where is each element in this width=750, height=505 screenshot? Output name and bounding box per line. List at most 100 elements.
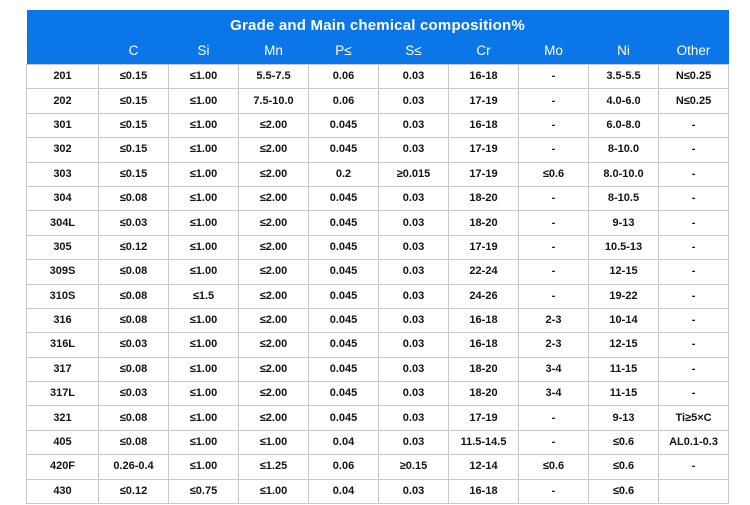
value-cell: ≤1.00 [168, 161, 239, 187]
value-cell: 2-3 [518, 332, 589, 358]
value-cell: 0.03 [378, 283, 449, 309]
value-cell: Ti≥5×C [657, 405, 730, 431]
value-cell: 7.5-10.0 [238, 88, 309, 114]
value-cell: 0.03 [378, 332, 449, 358]
grade-cell: 201 [26, 63, 99, 90]
column-header: Si [168, 40, 239, 65]
value-cell: 0.26-0.4 [98, 454, 169, 480]
value-cell: 18-20 [448, 185, 519, 212]
grade-cell: 309S [26, 259, 99, 285]
value-cell: - [657, 161, 730, 187]
value-cell: ≤1.00 [168, 405, 239, 431]
value-cell: 2-3 [518, 307, 589, 334]
value-cell: ≤1.25 [238, 454, 309, 480]
grade-cell: 317 [26, 356, 99, 383]
value-cell: 6.0-8.0 [588, 112, 659, 139]
value-cell: 24-26 [448, 283, 519, 309]
value-cell: 0.045 [308, 381, 379, 407]
value-cell: ≤1.00 [168, 63, 239, 90]
value-cell: - [657, 185, 730, 212]
table-row: 302 ≤0.15 ≤1.00 ≤2.00 0.045 0.03 17-19-8-10.0- [26, 137, 730, 163]
value-cell: - [518, 283, 589, 309]
value-cell: ≤0.6 [588, 454, 659, 480]
value-cell: 8-10.5 [588, 185, 659, 212]
grade-cell: 303 [26, 161, 99, 187]
grade-cell: 430 [26, 478, 99, 505]
value-cell: 0.045 [308, 259, 379, 285]
column-header: C [98, 40, 169, 65]
value-cell [657, 478, 730, 505]
value-cell: 17-19 [448, 405, 519, 431]
table-body: 201 ≤0.15 ≤1.00 5.5-7.5 0.06 0.03 16-18-3.5-5.… [26, 63, 730, 505]
value-cell: - [518, 185, 589, 212]
value-cell: ≤0.6 [518, 161, 589, 187]
value-cell: ≤0.08 [98, 405, 169, 431]
table-title: Grade and Main chemical composition% [26, 10, 729, 40]
composition-table: Grade and Main chemical composition% C Si… [26, 10, 730, 505]
value-cell: ≤0.03 [98, 210, 169, 236]
grade-cell: 202 [26, 88, 99, 114]
value-cell: 0.045 [308, 137, 379, 163]
value-cell: ≤2.00 [238, 112, 309, 139]
value-cell: ≥0.015 [378, 161, 449, 187]
value-cell: ≤2.00 [238, 332, 309, 358]
value-cell: 0.04 [308, 478, 379, 505]
value-cell: 10.5-13 [588, 234, 659, 261]
value-cell: 0.04 [308, 429, 379, 456]
value-cell: ≤2.00 [238, 356, 309, 383]
grade-cell: 301 [26, 112, 99, 139]
column-header: S≤ [378, 40, 449, 65]
value-cell: ≤0.08 [98, 259, 169, 285]
value-cell: ≤0.08 [98, 356, 169, 383]
value-cell: ≤0.03 [98, 381, 169, 407]
value-cell: ≤2.00 [238, 405, 309, 431]
table-row: 309S ≤0.08 ≤1.00 ≤2.00 0.045 0.03 22-24-12-15- [26, 259, 730, 285]
table-row: 202 ≤0.15 ≤1.00 7.5-10.0 0.06 0.03 17-19-4.0-6… [26, 88, 730, 114]
grade-cell: 317L [26, 381, 99, 407]
value-cell: - [518, 112, 589, 139]
grade-cell: 420F [26, 454, 99, 480]
value-cell: 0.045 [308, 332, 379, 358]
value-cell: 22-24 [448, 259, 519, 285]
value-cell: 0.03 [378, 137, 449, 163]
table-row: 317 ≤0.08 ≤1.00 ≤2.00 0.045 0.03 18-20 3-4 11-15… [26, 356, 730, 383]
value-cell: - [518, 88, 589, 114]
value-cell: ≤0.12 [98, 234, 169, 261]
column-header: Other [658, 40, 729, 65]
value-cell: 17-19 [448, 137, 519, 163]
value-cell: 12-15 [588, 332, 659, 358]
value-cell: ≤2.00 [238, 259, 309, 285]
value-cell: ≤1.00 [168, 234, 239, 261]
value-cell: 3-4 [518, 356, 589, 383]
value-cell: 0.03 [378, 88, 449, 114]
value-cell: ≤0.6 [588, 429, 659, 456]
value-cell: 0.03 [378, 478, 449, 505]
table-row: 316L ≤0.03 ≤1.00 ≤2.00 0.045 0.03 16-18 2-3 12-1… [26, 332, 730, 358]
grade-cell: 304L [26, 210, 99, 236]
value-cell: 18-20 [448, 210, 519, 236]
grade-cell: 321 [26, 405, 99, 431]
value-cell: - [518, 429, 589, 456]
value-cell: 11-15 [588, 381, 659, 407]
value-cell: 17-19 [448, 88, 519, 114]
column-header-grade [26, 40, 99, 65]
value-cell: ≤0.6 [518, 454, 589, 480]
value-cell: - [518, 210, 589, 236]
table-header: Grade and Main chemical composition% C Si… [26, 10, 729, 65]
value-cell: 16-18 [448, 307, 519, 334]
value-cell: ≤1.00 [168, 429, 239, 456]
value-cell: ≤1.00 [168, 112, 239, 139]
value-cell: ≤0.15 [98, 63, 169, 90]
value-cell: 0.06 [308, 88, 379, 114]
value-cell: ≤0.03 [98, 332, 169, 358]
column-header: Ni [588, 40, 659, 65]
value-cell: AL0.1-0.3 [657, 429, 730, 456]
value-cell: - [657, 259, 730, 285]
value-cell: - [657, 332, 730, 358]
value-cell: - [518, 405, 589, 431]
table-row: 316 ≤0.08 ≤1.00 ≤2.00 0.045 0.03 16-18 2-3 10-14… [26, 307, 730, 334]
table-row: 304L ≤0.03 ≤1.00 ≤2.00 0.045 0.03 18-20-9-13- [26, 210, 730, 236]
table-title-row: Grade and Main chemical composition% [26, 10, 729, 40]
table-row: 310S ≤0.08 ≤1.5 ≤2.00 0.045 0.03 24-26-19-22- [26, 283, 730, 309]
table-row: 321 ≤0.08 ≤1.00 ≤2.00 0.045 0.03 17-19-9-13 Ti≥… [26, 405, 730, 431]
